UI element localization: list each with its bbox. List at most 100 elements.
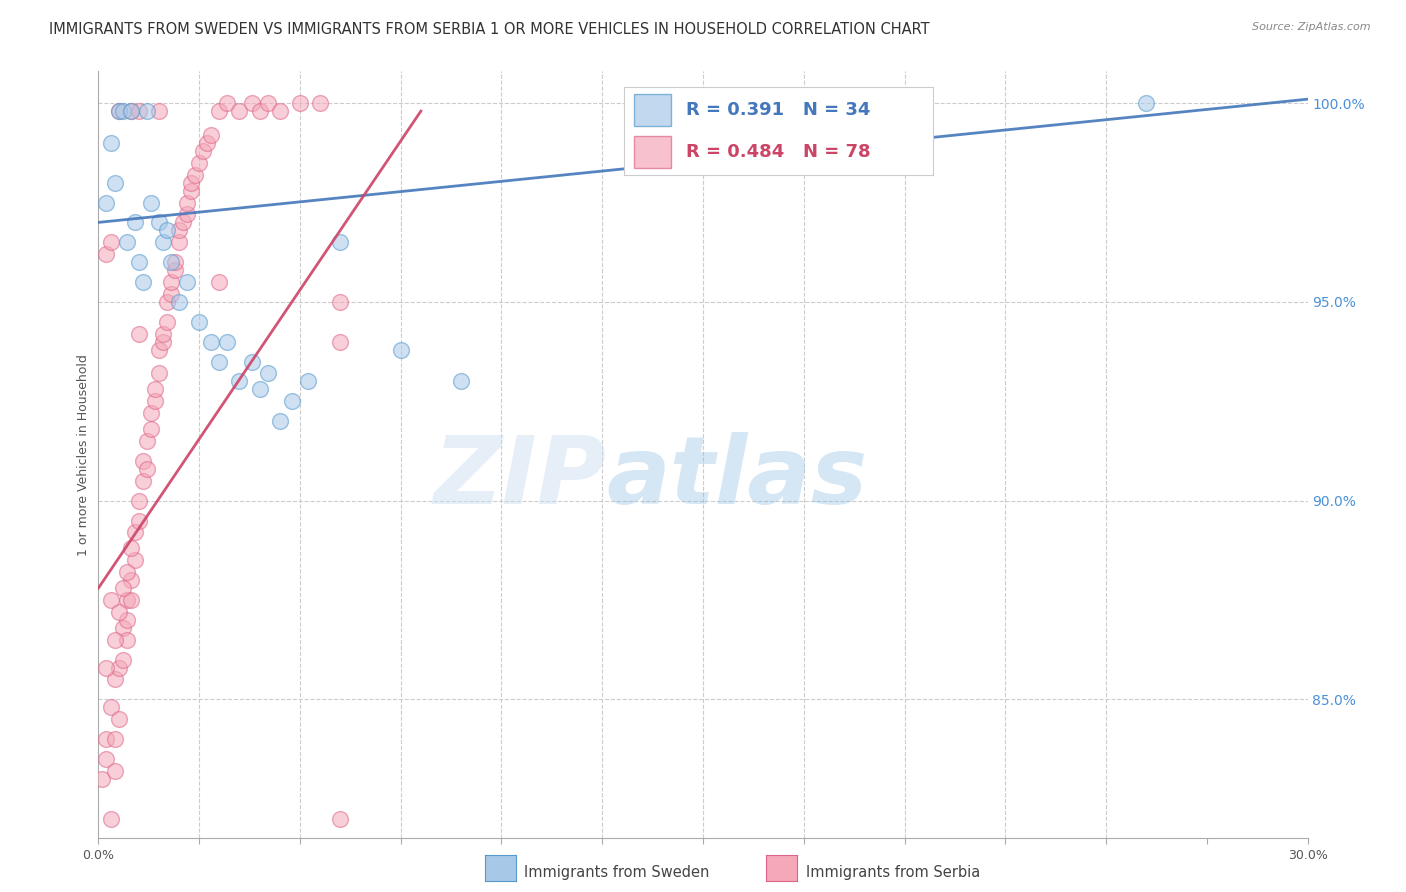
Point	[107, 605, 129, 619]
Point	[167, 235, 190, 250]
Point	[156, 315, 179, 329]
Point	[167, 294, 190, 309]
Point	[115, 632, 138, 647]
Point	[208, 104, 231, 119]
Point	[135, 104, 157, 119]
Point	[269, 104, 291, 119]
Point	[115, 565, 138, 579]
Point	[188, 315, 211, 329]
Point	[120, 104, 142, 119]
Point	[329, 294, 352, 309]
Point	[217, 334, 239, 349]
Point	[135, 434, 157, 448]
Point	[115, 593, 138, 607]
Point	[120, 573, 142, 587]
Point	[281, 394, 304, 409]
Point	[176, 207, 198, 221]
Point	[107, 660, 129, 674]
Point	[195, 136, 218, 150]
Point	[124, 215, 146, 229]
Point	[176, 275, 198, 289]
Point	[156, 294, 179, 309]
Point	[180, 176, 202, 190]
Text: IMMIGRANTS FROM SWEDEN VS IMMIGRANTS FROM SERBIA 1 OR MORE VEHICLES IN HOUSEHOLD: IMMIGRANTS FROM SWEDEN VS IMMIGRANTS FRO…	[49, 22, 929, 37]
Point	[692, 104, 714, 119]
Point	[132, 275, 155, 289]
Point	[128, 104, 150, 119]
Point	[167, 223, 190, 237]
Point	[240, 96, 263, 111]
Point	[128, 326, 150, 341]
Point	[200, 128, 222, 142]
Point	[193, 144, 215, 158]
Point	[160, 275, 183, 289]
Point	[103, 673, 125, 687]
Point	[96, 247, 118, 261]
Point	[103, 176, 125, 190]
Point	[156, 223, 179, 237]
Point	[249, 382, 271, 396]
Point	[96, 732, 118, 747]
Point	[111, 652, 134, 666]
Point	[152, 326, 174, 341]
Point	[128, 514, 150, 528]
Point	[160, 287, 183, 301]
Point	[120, 104, 142, 119]
Text: ZIP: ZIP	[433, 432, 606, 524]
Point	[124, 525, 146, 540]
Point	[1135, 96, 1157, 111]
Point	[217, 96, 239, 111]
Point	[208, 354, 231, 368]
Point	[100, 700, 122, 714]
Point	[329, 812, 352, 826]
Point	[228, 375, 250, 389]
Point	[132, 474, 155, 488]
Point	[143, 394, 166, 409]
Text: Immigrants from Serbia: Immigrants from Serbia	[806, 865, 980, 880]
Text: atlas: atlas	[606, 432, 868, 524]
Point	[139, 422, 162, 436]
Point	[329, 334, 352, 349]
Point	[256, 96, 278, 111]
Point	[288, 96, 311, 111]
Point	[103, 632, 125, 647]
Point	[389, 343, 412, 357]
Point	[111, 621, 134, 635]
Point	[297, 375, 319, 389]
Point	[107, 712, 129, 726]
Point	[139, 195, 162, 210]
Point	[228, 104, 250, 119]
Point	[143, 382, 166, 396]
Point	[329, 235, 352, 250]
Point	[188, 155, 211, 169]
Point	[115, 613, 138, 627]
Point	[100, 136, 122, 150]
Point	[152, 334, 174, 349]
Point	[132, 454, 155, 468]
Point	[269, 414, 291, 428]
Point	[100, 593, 122, 607]
Point	[160, 255, 183, 269]
Point	[128, 255, 150, 269]
Point	[309, 96, 332, 111]
Point	[96, 195, 118, 210]
Point	[120, 541, 142, 556]
Point	[103, 764, 125, 778]
Point	[148, 215, 170, 229]
Point	[148, 367, 170, 381]
Point	[180, 184, 202, 198]
Y-axis label: 1 or more Vehicles in Household: 1 or more Vehicles in Household	[77, 354, 90, 556]
Point	[450, 375, 472, 389]
Point	[128, 493, 150, 508]
Point	[135, 462, 157, 476]
Point	[256, 367, 278, 381]
Point	[107, 104, 129, 119]
Point	[96, 752, 118, 766]
Point	[107, 104, 129, 119]
Point	[111, 581, 134, 595]
Point	[139, 406, 162, 420]
Point	[172, 215, 194, 229]
Point	[148, 343, 170, 357]
Point	[184, 168, 207, 182]
Point	[96, 660, 118, 674]
